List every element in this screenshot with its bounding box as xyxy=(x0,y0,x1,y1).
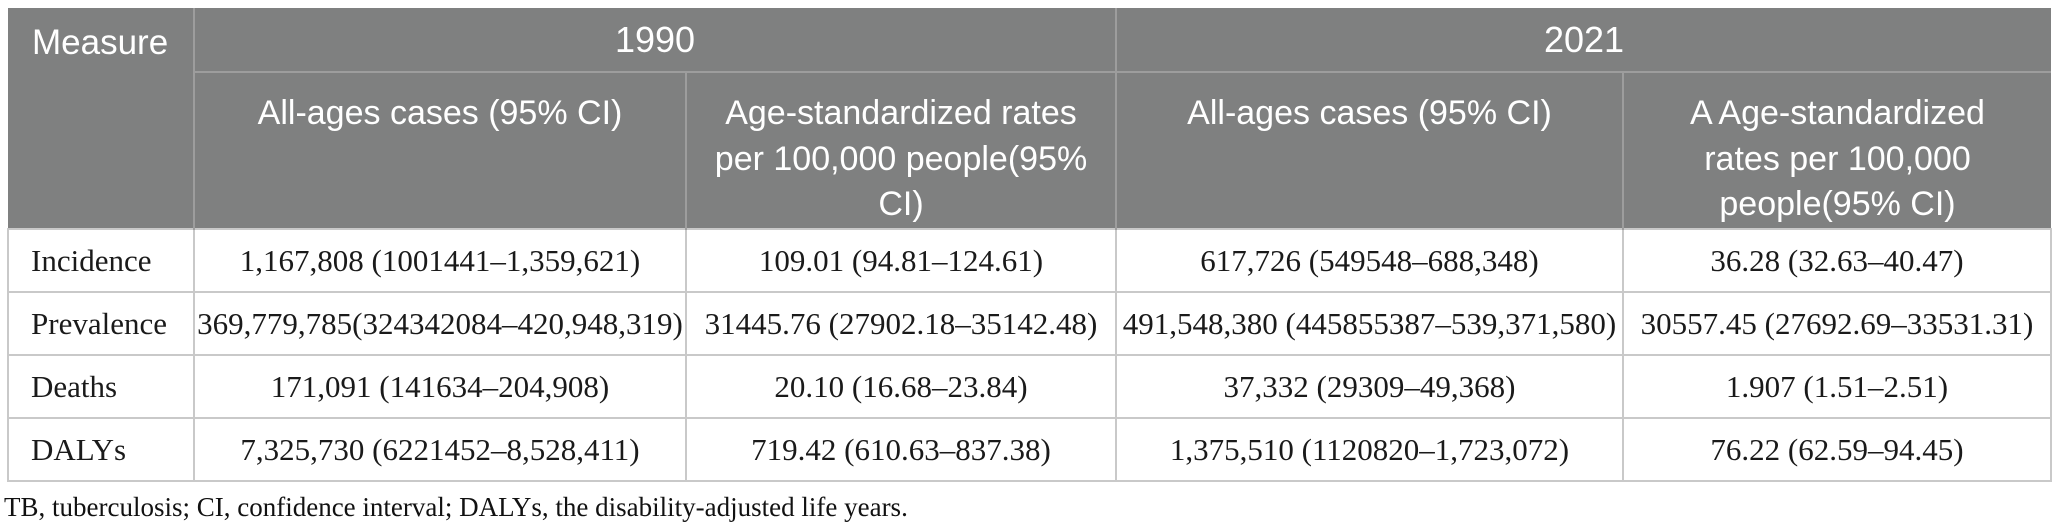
table-body: Incidence 1,167,808 (1001441–1,359,621) … xyxy=(7,228,2052,482)
column-header-2021-all-ages-cases: All-ages cases (95% CI) xyxy=(1115,72,1623,229)
cell-deaths-2021-cases: 37,332 (29309–49,368) xyxy=(1115,354,1624,419)
table-row-incidence: Incidence 1,167,808 (1001441–1,359,621) … xyxy=(7,228,2052,293)
column-header-measure: Measure xyxy=(8,8,195,229)
column-header-1990-all-ages-cases: All-ages cases (95% CI) xyxy=(194,72,686,229)
cell-dalys-2021-rate: 76.22 (62.59–94.45) xyxy=(1622,417,2052,482)
cell-dalys-1990-cases: 7,325,730 (6221452–8,528,411) xyxy=(193,417,687,482)
table-row-dalys: DALYs 7,325,730 (6221452–8,528,411) 719.… xyxy=(7,417,2052,482)
year-header-row: Measure 1990 2021 xyxy=(8,8,2051,229)
cell-incidence-2021-rate: 36.28 (32.63–40.47) xyxy=(1622,228,2052,293)
cell-incidence-1990-cases: 1,167,808 (1001441–1,359,621) xyxy=(193,228,687,293)
column-header-2021-age-standardized-rates: A Age-standardized rates per 100,000 peo… xyxy=(1622,72,2051,229)
table-header: Measure 1990 2021 All-ages cases (95% CI… xyxy=(8,8,2051,229)
tb-burden-table: Measure 1990 2021 All-ages cases (95% CI… xyxy=(7,8,2052,482)
cell-prevalence-2021-rate: 30557.45 (27692.69–33531.31) xyxy=(1622,291,2052,356)
column-group-2021: 2021 xyxy=(1115,8,2051,73)
cell-prevalence-1990-cases: 369,779,785(324342084–420,948,319) xyxy=(193,291,687,356)
cell-prevalence-1990-rate: 31445.76 (27902.18–35142.48) xyxy=(685,291,1117,356)
page: Measure 1990 2021 All-ages cases (95% CI… xyxy=(0,8,2056,530)
cell-incidence-2021-cases: 617,726 (549548–688,348) xyxy=(1115,228,1624,293)
row-label-incidence: Incidence xyxy=(7,228,195,293)
table-footnote: TB, tuberculosis; CI, confidence interva… xyxy=(4,492,908,522)
sub-header-row: All-ages cases (95% CI) Age-standardized… xyxy=(8,72,2051,229)
cell-deaths-2021-rate: 1.907 (1.51–2.51) xyxy=(1622,354,2052,419)
cell-incidence-1990-rate: 109.01 (94.81–124.61) xyxy=(685,228,1117,293)
cell-deaths-1990-cases: 171,091 (141634–204,908) xyxy=(193,354,687,419)
cell-dalys-2021-cases: 1,375,510 (1120820–1,723,072) xyxy=(1115,417,1624,482)
cell-dalys-1990-rate: 719.42 (610.63–837.38) xyxy=(685,417,1117,482)
cell-deaths-1990-rate: 20.10 (16.68–23.84) xyxy=(685,354,1117,419)
row-label-deaths: Deaths xyxy=(7,354,195,419)
cell-prevalence-2021-cases: 491,548,380 (445855387–539,371,580) xyxy=(1115,291,1624,356)
row-label-prevalence: Prevalence xyxy=(7,291,195,356)
row-label-dalys: DALYs xyxy=(7,417,195,482)
column-header-1990-age-standardized-rates: Age-standardized rates per 100,000 peopl… xyxy=(685,72,1116,229)
table-row-deaths: Deaths 171,091 (141634–204,908) 20.10 (1… xyxy=(7,354,2052,419)
table-row-prevalence: Prevalence 369,779,785(324342084–420,948… xyxy=(7,291,2052,356)
column-group-1990: 1990 xyxy=(194,8,1116,73)
